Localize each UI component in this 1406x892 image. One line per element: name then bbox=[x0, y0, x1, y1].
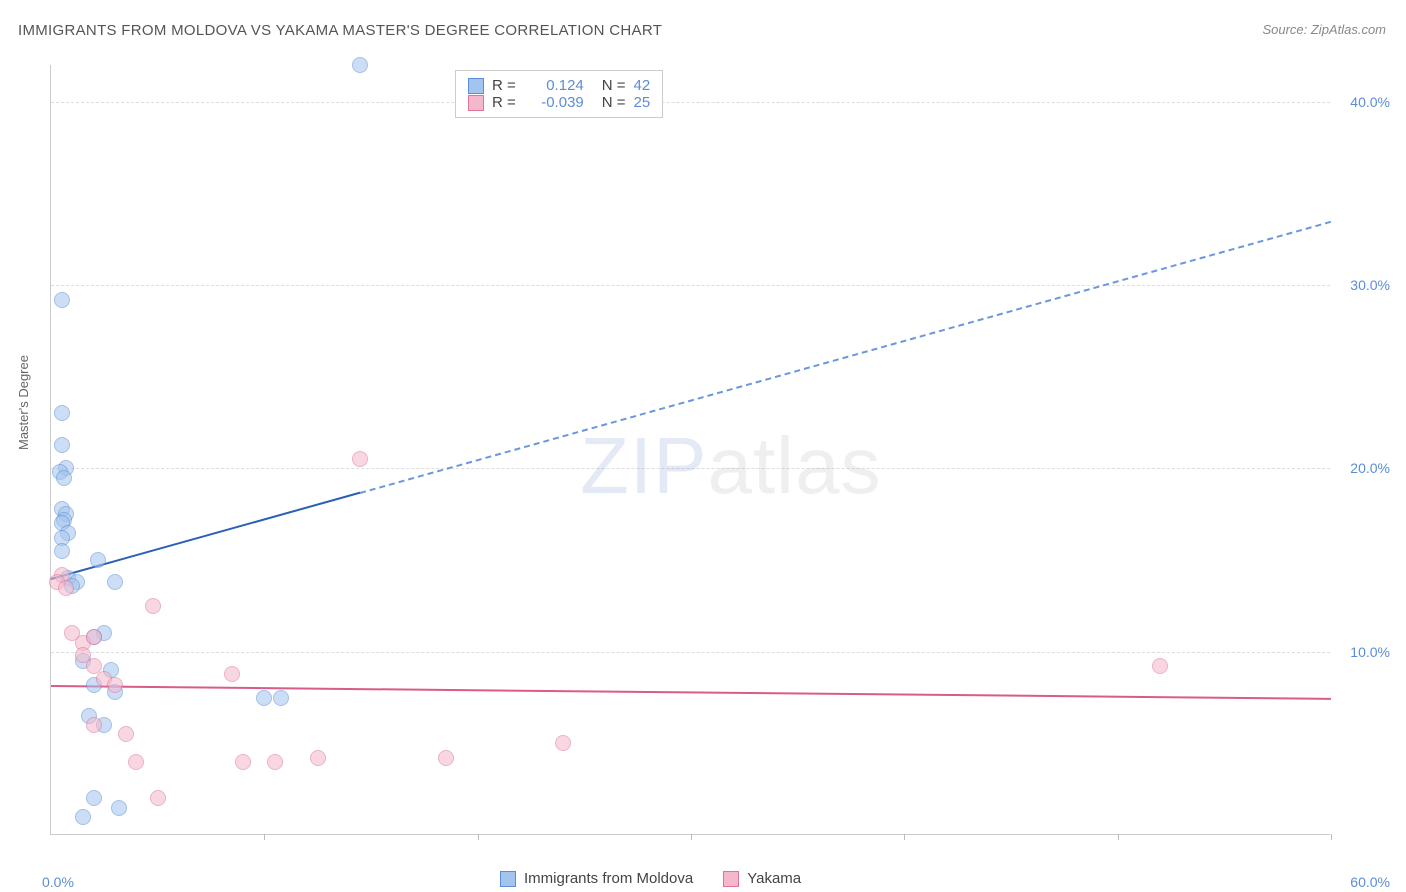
legend-row: R = -0.039 N = 25 bbox=[468, 94, 650, 111]
data-point bbox=[107, 677, 123, 693]
gridline bbox=[51, 652, 1330, 653]
x-tick bbox=[904, 834, 905, 840]
x-axis-end-label: 60.0% bbox=[1350, 874, 1390, 890]
legend-swatch bbox=[723, 871, 739, 887]
legend-label: Yakama bbox=[747, 870, 801, 887]
data-point bbox=[352, 57, 368, 73]
data-point bbox=[1152, 658, 1168, 674]
x-tick bbox=[478, 834, 479, 840]
y-tick-label: 30.0% bbox=[1350, 277, 1390, 293]
r-label: R = bbox=[492, 77, 516, 94]
trend-line bbox=[51, 685, 1331, 700]
data-point bbox=[118, 726, 134, 742]
data-point bbox=[86, 790, 102, 806]
data-point bbox=[128, 754, 144, 770]
x-tick bbox=[691, 834, 692, 840]
data-point bbox=[267, 754, 283, 770]
n-label: N = bbox=[602, 77, 626, 94]
r-label: R = bbox=[492, 94, 516, 111]
data-point bbox=[54, 543, 70, 559]
data-point bbox=[438, 750, 454, 766]
correlation-legend: R = 0.124 N = 42 R = -0.039 N = 25 bbox=[455, 70, 663, 118]
trend-line bbox=[360, 221, 1331, 494]
scatter-plot-area: 10.0%20.0%30.0%40.0% bbox=[50, 65, 1330, 835]
y-axis-title: Master's Degree bbox=[16, 355, 31, 450]
data-point bbox=[90, 552, 106, 568]
data-point bbox=[310, 750, 326, 766]
gridline bbox=[51, 102, 1330, 103]
data-point bbox=[54, 405, 70, 421]
x-tick bbox=[1331, 834, 1332, 840]
data-point bbox=[86, 629, 102, 645]
data-point bbox=[111, 800, 127, 816]
data-point bbox=[86, 717, 102, 733]
legend-item: Yakama bbox=[723, 870, 801, 887]
series-legend: Immigrants from Moldova Yakama bbox=[500, 870, 801, 887]
gridline bbox=[51, 285, 1330, 286]
y-tick-label: 20.0% bbox=[1350, 460, 1390, 476]
x-tick bbox=[264, 834, 265, 840]
r-value: -0.039 bbox=[524, 94, 584, 111]
data-point bbox=[75, 809, 91, 825]
r-value: 0.124 bbox=[524, 77, 584, 94]
chart-title: IMMIGRANTS FROM MOLDOVA VS YAKAMA MASTER… bbox=[18, 22, 662, 39]
data-point bbox=[56, 470, 72, 486]
data-point bbox=[107, 574, 123, 590]
n-label: N = bbox=[602, 94, 626, 111]
y-tick-label: 40.0% bbox=[1350, 94, 1390, 110]
data-point bbox=[555, 735, 571, 751]
source-attribution: Source: ZipAtlas.com bbox=[1262, 22, 1386, 37]
data-point bbox=[352, 451, 368, 467]
n-value: 42 bbox=[634, 77, 651, 94]
data-point bbox=[150, 790, 166, 806]
legend-swatch bbox=[468, 95, 484, 111]
legend-swatch bbox=[468, 78, 484, 94]
legend-item: Immigrants from Moldova bbox=[500, 870, 693, 887]
data-point bbox=[145, 598, 161, 614]
x-tick bbox=[1118, 834, 1119, 840]
legend-swatch bbox=[500, 871, 516, 887]
data-point bbox=[224, 666, 240, 682]
legend-row: R = 0.124 N = 42 bbox=[468, 77, 650, 94]
gridline bbox=[51, 468, 1330, 469]
n-value: 25 bbox=[634, 94, 651, 111]
data-point bbox=[54, 437, 70, 453]
data-point bbox=[235, 754, 251, 770]
data-point bbox=[54, 292, 70, 308]
data-point bbox=[58, 580, 74, 596]
y-tick-label: 10.0% bbox=[1350, 644, 1390, 660]
data-point bbox=[256, 690, 272, 706]
data-point bbox=[273, 690, 289, 706]
legend-label: Immigrants from Moldova bbox=[524, 870, 693, 887]
x-axis-origin-label: 0.0% bbox=[42, 874, 74, 890]
